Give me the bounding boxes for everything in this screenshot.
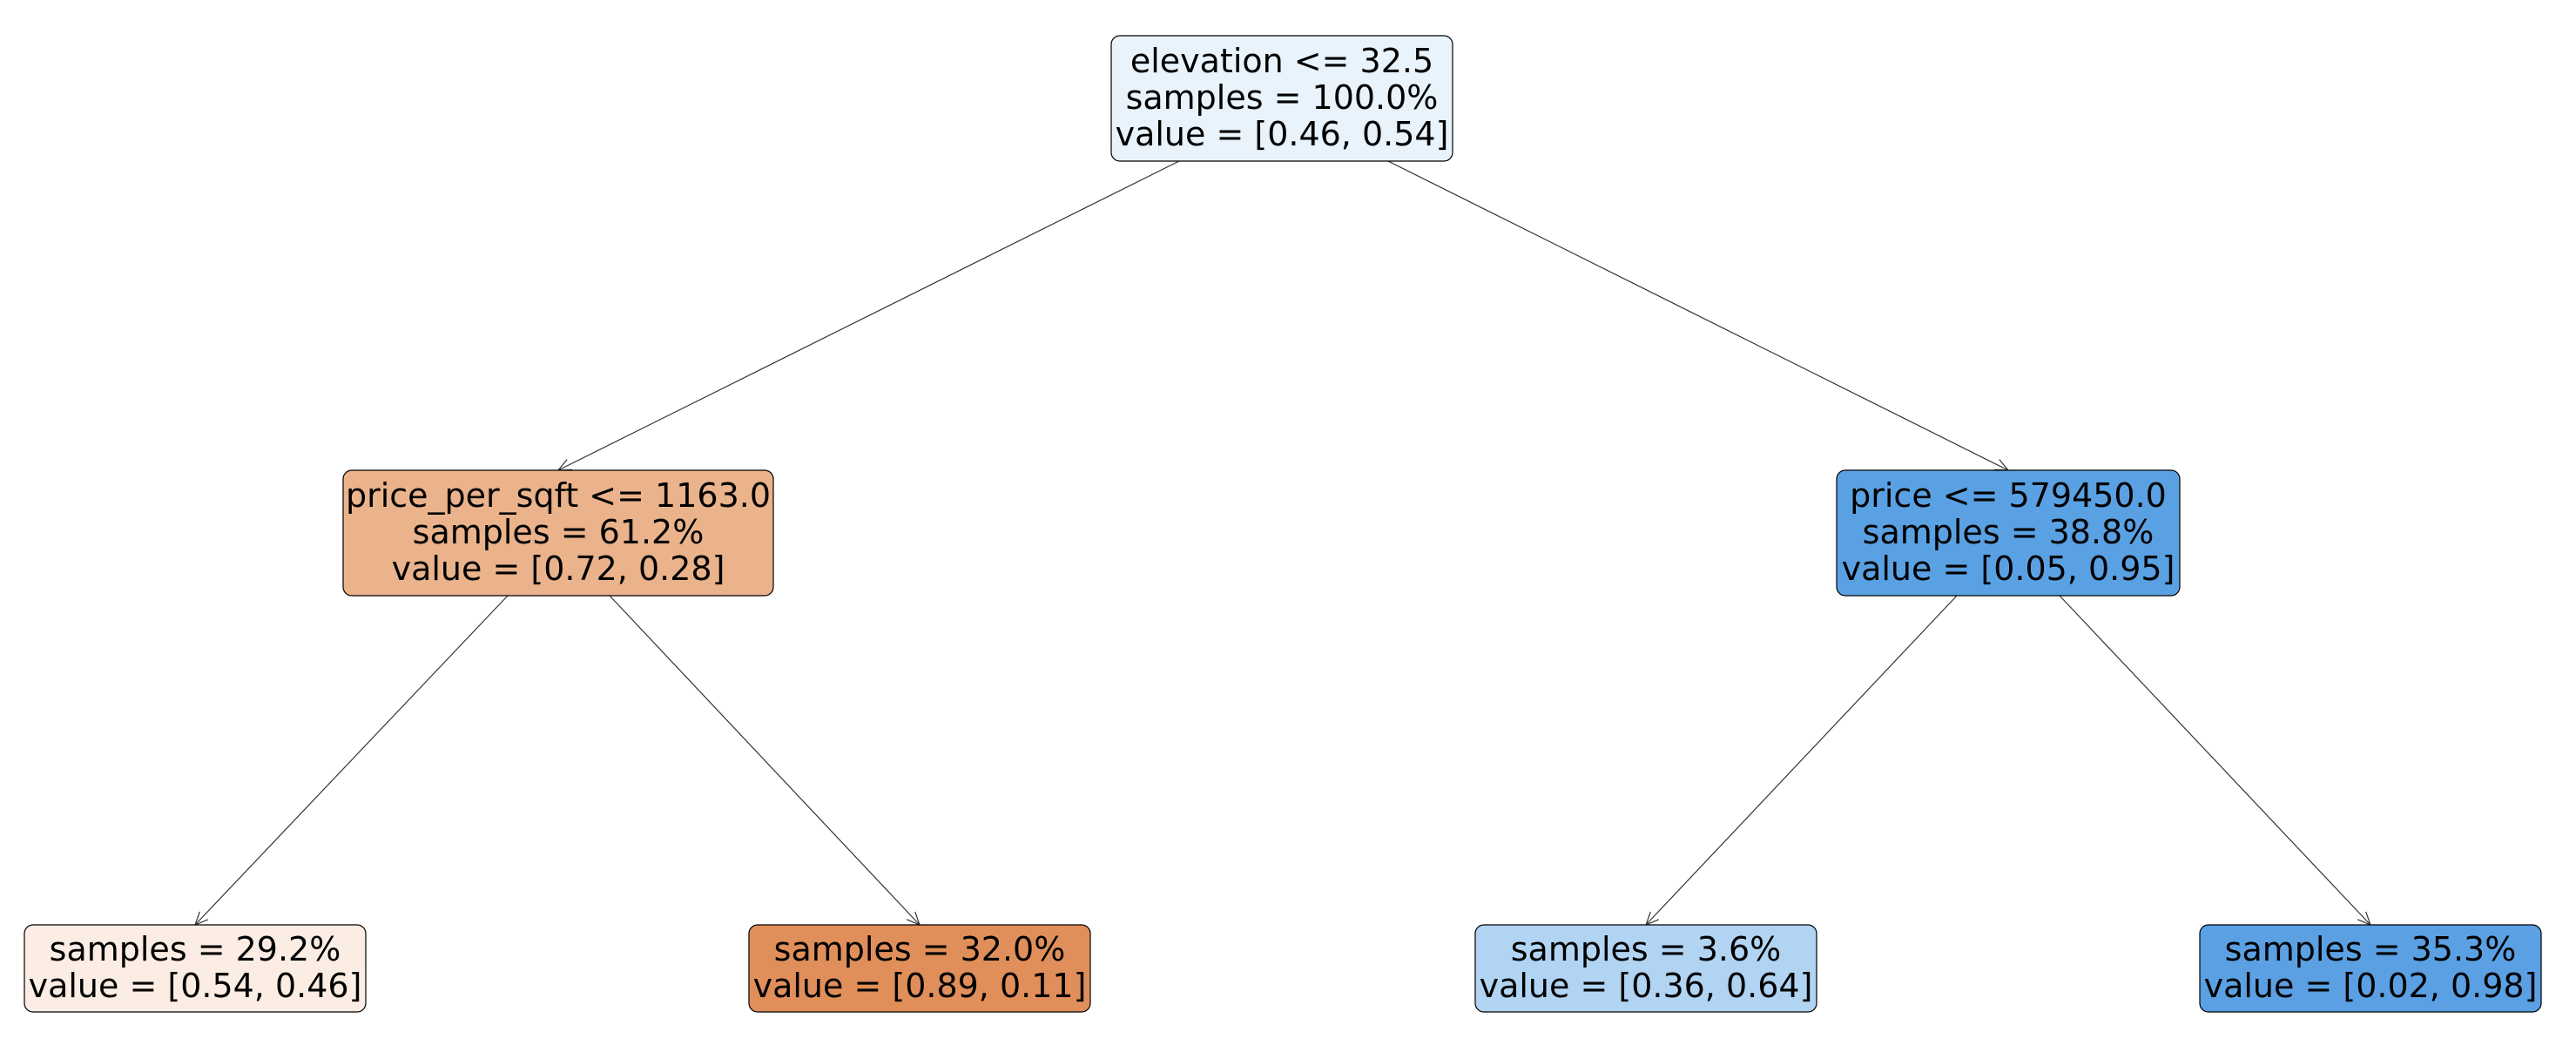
node-label-line: value = [0.05, 0.95] (1842, 550, 2175, 588)
node-label-line: value = [0.02, 0.98] (2204, 967, 2538, 1005)
node-label-line: samples = 32.0% (774, 930, 1066, 968)
edge-line (1387, 160, 2009, 471)
edge-right-to-right-left (1644, 595, 1958, 927)
node-box (24, 924, 367, 1013)
edge-right-to-right-right (2059, 595, 2372, 927)
edge-line (609, 595, 920, 926)
node-label-line: value = [0.46, 0.54] (1116, 115, 1449, 153)
node-label-line: value = [0.36, 0.64] (1480, 967, 1813, 1005)
edge-line (2059, 595, 2371, 926)
edge-root-to-left (556, 160, 1180, 471)
node-box (748, 924, 1091, 1013)
tree-node-left-left: samples = 29.2%value = [0.54, 0.46] (24, 924, 367, 1013)
node-label-line: samples = 38.8% (1863, 513, 2155, 551)
node-label-line: elevation <= 32.5 (1130, 42, 1433, 80)
node-box (1110, 35, 1453, 162)
tree-node-right-left: samples = 3.6%value = [0.36, 0.64] (1474, 924, 1817, 1013)
node-label-line: value = [0.72, 0.28] (392, 550, 725, 588)
node-box (1836, 469, 2181, 597)
node-label-line: samples = 61.2% (413, 513, 705, 551)
node-label-line: samples = 100.0% (1126, 78, 1439, 117)
node-box (342, 469, 774, 597)
edge-line (1645, 595, 1958, 926)
tree-edges (193, 160, 2372, 927)
edge-root-to-right (1387, 160, 2010, 471)
edge-left-to-left-right (609, 595, 921, 927)
node-label-line: value = [0.54, 0.46] (29, 967, 362, 1005)
tree-node-left-right: samples = 32.0%value = [0.89, 0.11] (748, 924, 1091, 1013)
tree-node-right-right: samples = 35.3%value = [0.02, 0.98] (2199, 924, 2542, 1013)
edge-line (194, 595, 509, 926)
node-box (2199, 924, 2542, 1013)
node-box (1474, 924, 1817, 1013)
node-label-line: samples = 3.6% (1511, 930, 1782, 968)
node-label-line: price <= 579450.0 (1850, 476, 2167, 515)
edge-left-to-left-left (193, 595, 509, 927)
edge-line (557, 160, 1180, 471)
node-label-line: price_per_sqft <= 1163.0 (346, 476, 771, 515)
node-label-line: samples = 29.2% (50, 930, 341, 968)
node-label-line: value = [0.89, 0.11] (753, 967, 1087, 1005)
node-label-line: samples = 35.3% (2225, 930, 2517, 968)
